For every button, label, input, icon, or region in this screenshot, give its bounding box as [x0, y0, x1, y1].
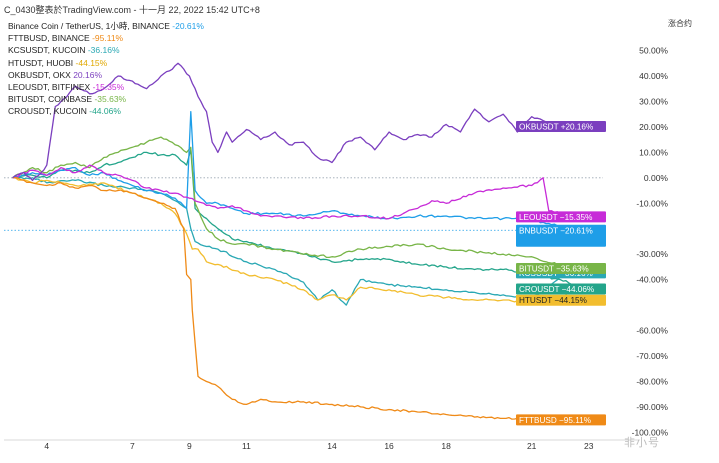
badge-text: CROUSDT −44.06% — [519, 285, 594, 294]
badge-text: OKBUSDT +20.16% — [519, 123, 593, 132]
y-tick-label: -40.00% — [636, 275, 668, 285]
series-line-kcsusdt — [12, 176, 589, 306]
badge-background — [516, 211, 606, 223]
badge-fttbusd: FTTBUSD −95.11% — [516, 414, 606, 426]
series-line-htusdt — [12, 177, 589, 304]
watermark-logo: 非小号 — [624, 437, 660, 449]
badge-bnbusdt: BNBUSDT −20.61% 17:37 — [516, 224, 676, 247]
y-tick-label: -10.00% — [636, 198, 668, 208]
page-title: C_0430整表於TradingView.com - 十一月 22, 2022 … — [4, 5, 260, 15]
legend-label: HTUSDT, HUOBI — [8, 57, 74, 68]
legend-label: BITUSDT, COINBASE — [8, 94, 93, 105]
axis-unit-label: 涨合约 — [668, 19, 692, 28]
x-tick-label: 18 — [441, 441, 451, 451]
y-tick-label: 20.00% — [639, 122, 668, 132]
x-tick-label: 11 — [242, 441, 251, 451]
legend-value: 20.16% — [73, 69, 103, 80]
badge-background — [516, 121, 606, 133]
legend-item-okbusdt[interactable]: OKBUSDT, OKX 20.16% — [8, 69, 204, 81]
badge-background — [516, 414, 606, 426]
y-tick-label: 0.00% — [644, 173, 669, 183]
series-line-okbusdt — [12, 62, 589, 182]
badge-bitusdt: BITUSDT −35.63% — [516, 263, 606, 275]
legend-value: -44.06% — [89, 106, 121, 117]
badge-htusdt: HTUSDT −44.15% — [516, 294, 606, 306]
badge-text: BITUSDT −35.63% — [519, 265, 589, 274]
series-line-bitusdt — [12, 136, 589, 270]
legend-value: -35.63% — [94, 94, 127, 105]
badge-leousdt: LEOUSDT −15.35% — [516, 211, 606, 223]
badge-text: BNBUSDT −20.61% — [519, 226, 593, 235]
legend-item-crousdt[interactable]: CROUSDT, KUCOIN -44.06% — [8, 105, 204, 117]
y-tick-label: 30.00% — [639, 96, 668, 106]
legend-label: FTTBUSD, BINANCE — [8, 33, 90, 44]
series-line-leousdt — [12, 164, 589, 220]
series-line-bnbusdt — [12, 110, 589, 233]
y-axis-ticks: 50.00% 40.00% 30.00% 20.00% 10.00% 0.00% -10.0… — [632, 46, 669, 438]
x-tick-label: 21 — [527, 441, 537, 451]
badge-background — [516, 224, 606, 247]
legend-label: Binance Coin / TetherUS, 1小時, BINANCE — [8, 21, 170, 31]
badge-text: FTTBUSD −95.11% — [519, 416, 591, 425]
legend-label: LEOUSDT, BITFINEX — [8, 82, 91, 93]
y-tick-label: -60.00% — [636, 326, 668, 336]
y-tick-label: -70.00% — [636, 351, 668, 361]
x-tick-label: 7 — [130, 441, 135, 451]
legend: Binance Coin / TetherUS, 1小時, BINANCE -2… — [8, 20, 204, 118]
x-tick-label: 4 — [44, 441, 49, 451]
series-line-fttbusd — [12, 176, 589, 422]
badge-background — [516, 294, 606, 306]
x-tick-label: 23 — [584, 441, 594, 451]
legend-label: OKBUSDT, OKX — [8, 69, 71, 80]
badge-subtext: 17:37 — [655, 237, 676, 246]
badge-background — [516, 283, 606, 295]
y-tick-label: 10.00% — [639, 147, 668, 157]
badge-crousdt: CROUSDT −44.06% — [516, 283, 606, 295]
legend-item-htusdt[interactable]: HTUSDT, HUOBI -44.15% — [8, 57, 204, 69]
y-tick-label: 50.00% — [639, 46, 668, 56]
legend-value: -36.16% — [87, 45, 120, 56]
series-line-crousdt — [12, 149, 589, 291]
y-tick-label: -100.00% — [632, 427, 669, 437]
legend-value: -44.15% — [75, 57, 108, 68]
series-lines — [12, 62, 589, 422]
x-tick-label: 9 — [187, 441, 192, 451]
badge-text: HTUSDT −44.15% — [519, 296, 587, 305]
legend-value: -20.61% — [172, 21, 204, 31]
legend-label: CROUSDT, KUCOIN — [8, 106, 87, 117]
x-axis-ticks: 4 7 9 11 14 16 18 21 23 — [4, 439, 640, 451]
legend-item-leousdt[interactable]: LEOUSDT, BITFINEX -15.35% — [8, 81, 204, 93]
x-tick-label: 16 — [384, 441, 394, 451]
badge-background — [516, 263, 606, 275]
y-tick-label: -80.00% — [636, 376, 668, 386]
x-tick-label: 14 — [327, 441, 337, 451]
legend-value: -15.35% — [92, 82, 125, 93]
y-tick-label: 40.00% — [639, 71, 668, 81]
y-tick-label: -30.00% — [636, 249, 668, 259]
legend-item-bitusdt[interactable]: BITUSDT, COINBASE -35.63% — [8, 93, 204, 105]
legend-label: KCSUSDT, KUCOIN — [8, 45, 86, 56]
legend-item-bnbusdt[interactable]: Binance Coin / TetherUS, 1小時, BINANCE -2… — [8, 20, 204, 32]
y-tick-label: -90.00% — [636, 402, 668, 412]
legend-value: -95.11% — [92, 33, 124, 44]
legend-item-kcsusdt[interactable]: KCSUSDT, KUCOIN -36.16% — [8, 44, 204, 56]
legend-item-fttbusd[interactable]: FTTBUSD, BINANCE -95.11% — [8, 32, 204, 44]
badge-okbusdt: OKBUSDT +20.16% — [516, 121, 606, 133]
badge-text: LEOUSDT −15.35% — [519, 213, 592, 222]
